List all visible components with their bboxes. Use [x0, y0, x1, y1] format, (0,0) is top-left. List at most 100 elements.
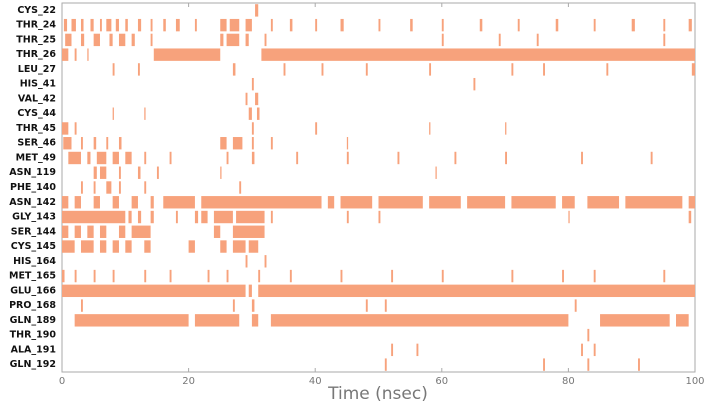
contact-interval — [255, 4, 259, 17]
contact-interval — [125, 151, 132, 165]
contact-interval — [587, 328, 590, 342]
contact-interval — [574, 299, 577, 312]
contact-interval — [587, 358, 590, 371]
contact-interval — [80, 299, 83, 312]
contact-interval — [229, 18, 240, 32]
contact-interval — [245, 33, 249, 47]
contact-interval — [581, 151, 583, 165]
contact-interval — [144, 240, 151, 253]
contact-interval — [264, 255, 267, 268]
contact-interval — [144, 151, 147, 165]
contact-interval — [207, 269, 210, 283]
contact-interval — [220, 240, 227, 253]
contact-interval — [163, 196, 195, 209]
contact-interval — [688, 196, 695, 209]
contact-interval — [555, 18, 559, 32]
contact-interval — [587, 196, 620, 209]
contact-interval — [511, 269, 514, 283]
contact-interval — [62, 240, 75, 253]
contact-interval — [600, 314, 670, 327]
contact-interval — [74, 196, 81, 209]
contact-interval — [232, 63, 236, 76]
contact-interval — [93, 269, 96, 283]
contact-interval — [62, 122, 69, 135]
contact-interval — [581, 343, 583, 357]
contact-interval — [593, 343, 596, 357]
x-tick-label: 20 — [182, 376, 195, 387]
contact-interval — [144, 107, 146, 120]
contact-interval — [125, 18, 128, 32]
contact-interval — [118, 137, 122, 150]
contact-interval — [153, 48, 221, 61]
contact-interval — [505, 122, 507, 135]
x-axis-label: Time (nsec) — [327, 384, 428, 404]
contact-interval — [112, 151, 119, 165]
x-tick-label: 80 — [562, 376, 575, 387]
y-tick-label: VAL_42 — [18, 93, 56, 104]
contact-interval — [131, 225, 151, 238]
contact-interval — [93, 33, 100, 47]
contact-interval — [255, 92, 259, 106]
contact-interval — [248, 240, 259, 253]
y-tick-label: THR_190 — [10, 330, 57, 341]
contact-interval — [283, 63, 286, 76]
contact-interval — [251, 299, 255, 312]
contact-interval — [226, 33, 240, 47]
contact-interval — [68, 151, 81, 165]
contact-interval — [106, 137, 109, 150]
contact-interval — [156, 166, 159, 179]
contact-interval — [112, 107, 114, 120]
contact-interval — [226, 269, 229, 283]
contact-interval — [220, 18, 227, 32]
y-tick-label: PRO_168 — [9, 300, 56, 311]
contact-interval — [220, 166, 222, 179]
contact-interval — [99, 18, 102, 32]
contact-interval — [543, 63, 545, 76]
contact-interval — [340, 18, 344, 32]
contact-interval — [429, 122, 431, 135]
contact-interval — [220, 33, 224, 47]
contact-interval — [562, 269, 564, 283]
contact-interval — [245, 18, 252, 32]
contact-interval — [315, 18, 318, 32]
contact-interval — [118, 181, 121, 194]
contact-interval — [378, 210, 381, 224]
contact-interval — [378, 196, 423, 209]
contact-interval — [289, 269, 292, 283]
contact-interval — [213, 225, 221, 238]
contact-interval — [248, 107, 252, 120]
contact-interval — [479, 18, 483, 32]
y-tick-label: ASN_142 — [9, 197, 56, 208]
contact-interval — [106, 18, 112, 32]
contact-interval — [416, 343, 419, 357]
y-tick-label: SER_46 — [17, 138, 56, 149]
contact-interval — [315, 122, 318, 135]
contact-interval — [118, 225, 126, 238]
x-tick-label: 60 — [435, 376, 448, 387]
contact-interval — [112, 240, 119, 253]
contact-interval — [638, 358, 640, 371]
contact-interval — [261, 48, 695, 61]
y-tick-label: LEU_27 — [18, 64, 56, 75]
contact-interval — [62, 210, 126, 224]
contact-interval — [346, 210, 349, 224]
contact-interval — [562, 196, 575, 209]
contact-interval — [232, 137, 243, 150]
contact-interval — [435, 166, 437, 179]
contact-interval — [441, 18, 444, 32]
y-tick-label: THR_25 — [16, 34, 56, 45]
contact-interval — [99, 225, 107, 238]
contact-interval — [410, 18, 413, 32]
contact-interval — [194, 18, 197, 32]
contact-interval — [150, 18, 153, 32]
contact-interval — [87, 48, 89, 61]
contact-interval — [87, 225, 94, 238]
y-tick-label: PHE_140 — [10, 182, 56, 193]
contact-interval — [365, 299, 368, 312]
contact-interval — [248, 284, 252, 298]
contact-interval — [150, 210, 154, 224]
contact-interval — [109, 33, 113, 47]
contact-interval — [150, 33, 153, 47]
contact-interval — [201, 196, 322, 209]
